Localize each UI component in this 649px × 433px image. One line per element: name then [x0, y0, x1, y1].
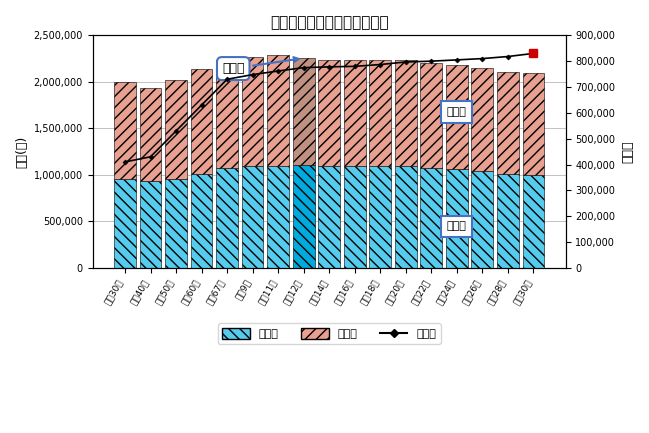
Bar: [267, 165, 289, 268]
Bar: [191, 174, 212, 268]
Bar: [165, 80, 187, 178]
Bar: [369, 167, 391, 268]
Bar: [522, 74, 545, 175]
Bar: [293, 58, 315, 165]
Bar: [497, 174, 519, 268]
Bar: [471, 171, 493, 268]
Text: ピーク: ピーク: [222, 57, 299, 75]
Bar: [319, 167, 340, 268]
Bar: [242, 167, 263, 268]
Bar: [344, 167, 365, 268]
Bar: [114, 82, 136, 178]
Y-axis label: 人口(人): 人口(人): [15, 136, 28, 168]
Bar: [446, 65, 468, 169]
Bar: [293, 165, 315, 268]
Bar: [242, 57, 263, 167]
Bar: [369, 60, 391, 167]
Text: 人口男: 人口男: [447, 221, 467, 232]
Bar: [114, 178, 136, 268]
Bar: [191, 69, 212, 174]
Bar: [446, 169, 468, 268]
Bar: [216, 168, 238, 268]
Bar: [216, 59, 238, 168]
Title: 長野県の人口と世帯数の推移: 長野県の人口と世帯数の推移: [270, 15, 389, 30]
Bar: [165, 178, 187, 268]
Bar: [140, 88, 162, 181]
Bar: [522, 175, 545, 268]
Bar: [421, 168, 442, 268]
Bar: [344, 61, 365, 167]
Bar: [395, 167, 417, 268]
Y-axis label: 世帯数: 世帯数: [621, 140, 634, 163]
Bar: [395, 60, 417, 167]
Bar: [267, 55, 289, 165]
Bar: [319, 60, 340, 167]
Bar: [471, 68, 493, 171]
Bar: [140, 181, 162, 268]
Legend: 人口男, 人口女, 世帯数: 人口男, 人口女, 世帯数: [217, 323, 441, 344]
Bar: [421, 63, 442, 168]
Bar: [497, 72, 519, 174]
Text: 人口女: 人口女: [447, 107, 467, 117]
